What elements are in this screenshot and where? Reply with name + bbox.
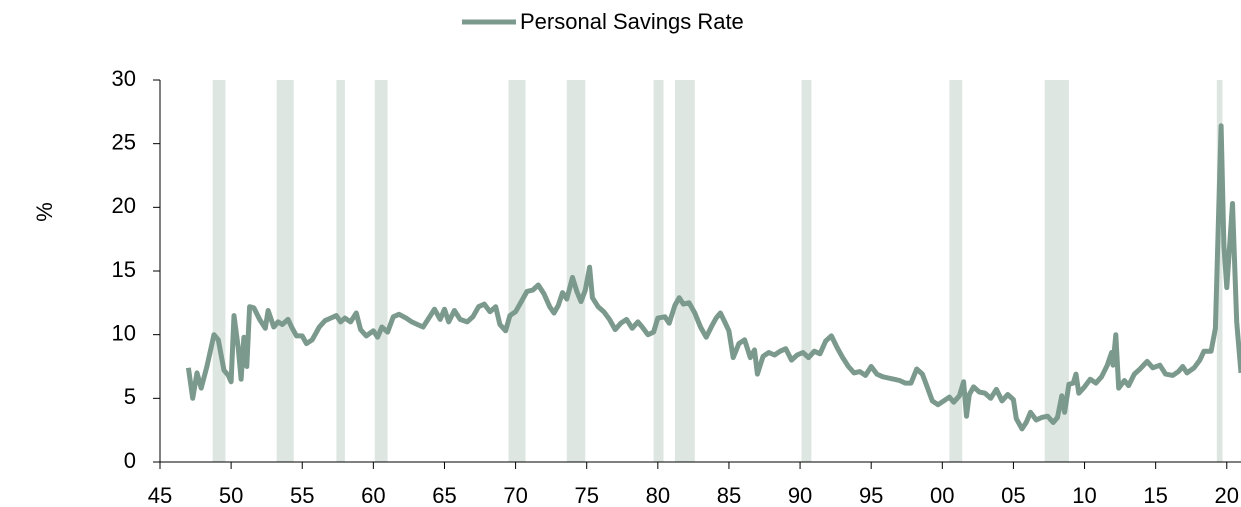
y-tick-label: 20 [112,193,136,218]
x-tick-label: 55 [290,483,314,507]
recession-band [212,80,226,462]
x-tick-label: 00 [930,483,954,507]
x-tick-label: 90 [788,483,812,507]
y-tick-label: 0 [124,448,136,473]
x-tick-label: 15 [1143,483,1167,507]
x-tick-label: 50 [219,483,243,507]
x-tick-label: 45 [148,483,172,507]
y-tick-label: 25 [112,129,136,154]
recession-band [1216,80,1223,462]
x-tick-label: 95 [859,483,883,507]
y-tick-label: 5 [124,384,136,409]
y-tick-label: 15 [112,257,136,282]
x-tick-label: 60 [361,483,385,507]
y-tick-label: 30 [112,66,136,91]
line-series [185,123,1241,432]
recession-band [336,80,345,462]
recession-band [949,80,963,462]
x-tick-label: 80 [646,483,670,507]
recession-band [508,80,526,462]
y-axis-label: % [32,202,57,222]
x-tick-label: 75 [574,483,598,507]
recession-band [674,80,695,462]
recession-band [566,80,586,462]
x-tick-label: 05 [1001,483,1025,507]
x-tick-label: 85 [717,483,741,507]
legend-label: Personal Savings Rate [520,9,744,34]
x-tick-label: 10 [1072,483,1096,507]
recession-band [653,80,664,462]
x-tick-label: 65 [432,483,456,507]
recession-band [374,80,388,462]
x-tick-label: 20 [1215,483,1239,507]
recession-band [801,80,812,462]
x-tick-label: 70 [503,483,527,507]
y-tick-label: 10 [112,320,136,345]
recession-band [276,80,294,462]
